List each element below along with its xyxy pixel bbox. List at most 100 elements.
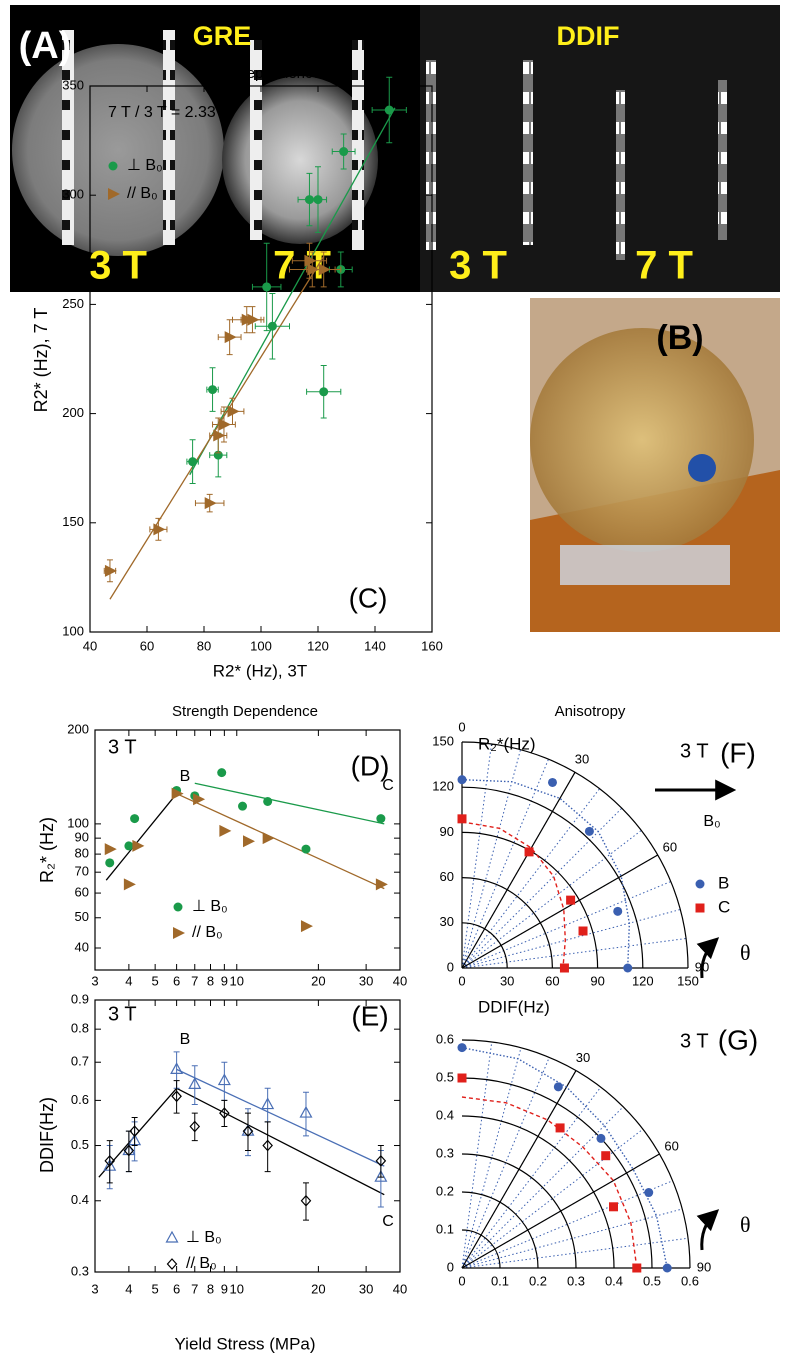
- rod: [62, 30, 74, 245]
- x-axis-label: R2* (Hz), 3T: [213, 661, 307, 680]
- plot-frame: [94, 729, 401, 971]
- panel-label: (F): [720, 737, 756, 768]
- r-tick-label: 0: [447, 959, 454, 974]
- field-label: 3 T: [89, 244, 147, 288]
- marker: [104, 1154, 116, 1167]
- x-tick-label: 10: [230, 973, 244, 988]
- r-tick-label: 0: [447, 1259, 454, 1274]
- y-tick-label: 0.4: [71, 1192, 89, 1207]
- marker: [601, 1151, 611, 1161]
- theta-grid-line: [461, 854, 659, 969]
- marker: [318, 263, 331, 276]
- legend-marker: [108, 161, 118, 171]
- r-tick-label: 0.1: [491, 1273, 509, 1288]
- rod: [718, 80, 727, 240]
- marker: [104, 564, 117, 577]
- error-bar: [244, 1112, 251, 1152]
- marker: [238, 801, 248, 811]
- legend-marker: [166, 1258, 178, 1270]
- point-label: C: [382, 777, 394, 794]
- y-tick-label: 200: [62, 405, 84, 420]
- y-tick-label: 100: [62, 623, 84, 638]
- r-tick-label: 0.4: [436, 1107, 454, 1122]
- x-tick-label: 3: [91, 1281, 98, 1296]
- r-tick-label: 0.6: [681, 1273, 699, 1288]
- plot-frame: [94, 999, 401, 1273]
- marker: [555, 1123, 565, 1133]
- marker: [553, 1082, 563, 1092]
- x-tick-label: 160: [421, 638, 443, 653]
- y-axis-label: R₂* (Hz): [37, 817, 57, 883]
- y-tick-label: 100: [67, 815, 89, 830]
- r-tick-label: 0.5: [643, 1273, 661, 1288]
- panel-label: (E): [351, 1000, 388, 1031]
- y-tick-label: 350: [62, 77, 84, 92]
- x-tick-label: 40: [393, 1281, 407, 1296]
- r-tick-label: 0: [458, 1273, 465, 1288]
- legend-marker: [165, 1230, 179, 1243]
- x-tick-label: 30: [359, 1281, 373, 1296]
- field-label: 3 T: [108, 1003, 137, 1025]
- grid-arc: [461, 1191, 539, 1269]
- fit-curve: [461, 778, 631, 969]
- rod: [616, 90, 625, 260]
- y-tick-label: 60: [75, 885, 89, 900]
- x-tick-label: 8: [207, 1281, 214, 1296]
- marker: [609, 1202, 619, 1212]
- chart-title: Field Dependence: [199, 65, 321, 82]
- cap: [688, 454, 716, 482]
- theta-tick-label: 0: [458, 719, 465, 734]
- y-tick-label: 70: [75, 864, 89, 879]
- field-label: 3 T: [680, 1030, 709, 1052]
- x-tick-label: 5: [152, 1281, 159, 1296]
- error-bar: [125, 1130, 132, 1173]
- x-tick-label: 4: [125, 1281, 132, 1296]
- marker: [153, 523, 166, 536]
- fit-line: [98, 1087, 385, 1196]
- x-tick-label: 40: [393, 973, 407, 988]
- field-direction: B₀: [703, 813, 720, 830]
- guide-line: [461, 807, 623, 969]
- point-label: C: [382, 1213, 394, 1230]
- rod: [250, 40, 262, 240]
- marker: [376, 814, 386, 824]
- theta-grid-line: [461, 1070, 577, 1269]
- marker: [130, 814, 140, 824]
- legend-label: ⊥ B₀: [127, 157, 163, 174]
- x-tick-label: 3: [91, 973, 98, 988]
- legend-label: ⊥ B₀: [192, 898, 228, 915]
- r-tick-label: 0.2: [529, 1273, 547, 1288]
- y-tick-label: 300: [62, 187, 84, 202]
- marker: [547, 777, 557, 787]
- marker: [623, 963, 633, 973]
- legend-marker: [695, 903, 705, 913]
- marker: [124, 841, 134, 851]
- guide-line: [461, 830, 642, 969]
- theta-tick-label: 30: [575, 752, 589, 767]
- theta-label: θ: [740, 940, 751, 965]
- x-tick-label: 9: [221, 973, 228, 988]
- marker: [596, 1133, 606, 1143]
- fit-curve: [461, 1096, 638, 1269]
- marker: [384, 105, 394, 115]
- marker: [262, 282, 272, 292]
- error-bar: [221, 1099, 228, 1127]
- theta-tick-label: 60: [663, 839, 677, 854]
- y-tick-label: 250: [62, 296, 84, 311]
- legend-marker: [173, 902, 183, 912]
- y-tick-label: 0.9: [71, 991, 89, 1006]
- marker: [217, 768, 227, 778]
- guide-line: [461, 743, 492, 969]
- r-tick-label: 90: [590, 973, 604, 988]
- phantom-image: [12, 44, 224, 256]
- marker: [662, 1263, 672, 1273]
- error-bar: [191, 1112, 198, 1142]
- error-bar: [106, 1140, 113, 1184]
- rod: [426, 60, 436, 250]
- x-tick-label: 140: [364, 638, 386, 653]
- rod: [163, 30, 175, 245]
- fit-line: [194, 782, 385, 825]
- y-tick-label: 0.7: [71, 1054, 89, 1069]
- guide-line: [461, 881, 671, 969]
- marker: [242, 835, 255, 848]
